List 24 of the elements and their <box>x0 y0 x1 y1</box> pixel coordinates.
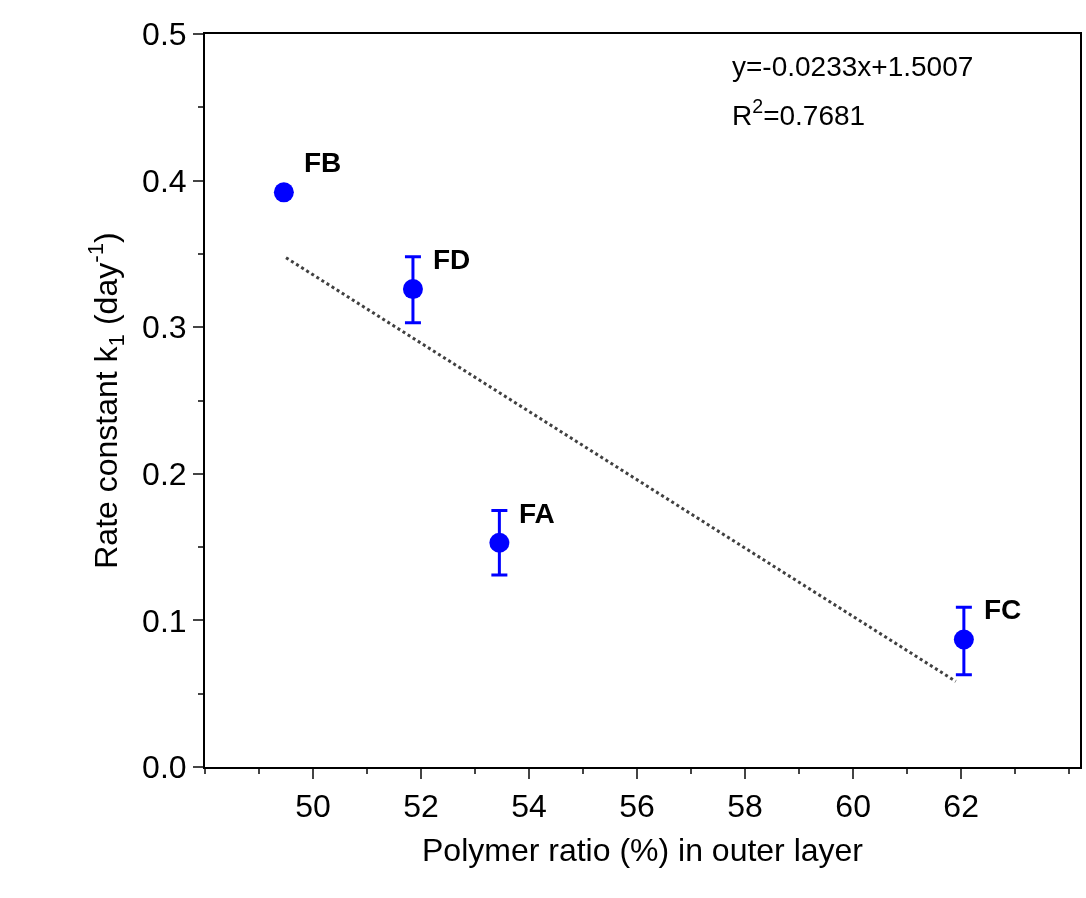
y-tick-label: 0.3 <box>142 309 187 346</box>
x-tick-label: 62 <box>943 788 979 825</box>
x-tick-label: 52 <box>403 788 439 825</box>
x-axis-title: Polymer ratio (%) in outer layer <box>421 831 864 868</box>
x-tick-label: 50 <box>295 788 331 825</box>
x-tick-label: 54 <box>511 788 547 825</box>
y-tick-label: 0.1 <box>142 602 187 639</box>
annotation: R$^{2}$=0.7681 <box>732 95 866 131</box>
annotation: FC <box>984 594 1022 625</box>
y-tick-label: 0.4 <box>142 162 187 199</box>
y-tick-label: 0.0 <box>142 749 187 786</box>
x-tick-label: 56 <box>619 788 655 825</box>
annotation: FB <box>304 147 342 178</box>
annotation: y=-0.0233x+1.5007 <box>732 51 974 82</box>
point <box>273 182 294 203</box>
point <box>402 279 423 300</box>
annotation: FD <box>433 244 471 275</box>
x-tick-label: 60 <box>835 788 871 825</box>
point <box>953 629 974 650</box>
x-tick-label: 58 <box>727 788 763 825</box>
y-tick-label: 0.2 <box>142 456 187 492</box>
annotation: FA <box>519 498 555 529</box>
point <box>489 532 510 553</box>
y-tick-label: 0.5 <box>142 16 187 53</box>
